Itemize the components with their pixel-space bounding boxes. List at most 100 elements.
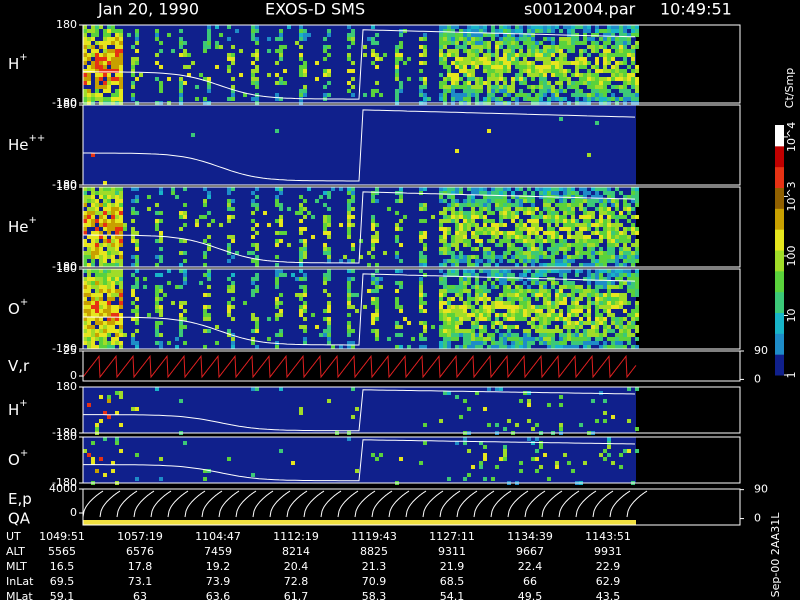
- spectrogram-cell: [551, 25, 555, 29]
- spectrogram-cell: [279, 309, 283, 313]
- spectrogram-cell: [95, 469, 99, 473]
- spectrogram-cell: [99, 223, 103, 227]
- spectrogram-cell: [539, 73, 543, 77]
- spectrogram-cell: [111, 305, 115, 309]
- spectrogram-cell: [323, 329, 327, 333]
- spectrogram-cell: [111, 259, 115, 263]
- spectrogram-cell: [523, 211, 527, 215]
- spectrogram-cell: [111, 461, 115, 465]
- spectrogram-cell: [447, 243, 451, 247]
- spectrogram-cell: [495, 207, 499, 211]
- colorbar-label: 1: [785, 372, 798, 379]
- spectrogram-cell: [475, 313, 479, 317]
- y-tick-label: 180: [56, 98, 77, 111]
- spectrogram-cell: [531, 215, 535, 219]
- spectrogram-cell: [631, 273, 635, 277]
- spectrogram-cell: [451, 215, 455, 219]
- spectrogram-cell: [419, 305, 423, 309]
- spectrogram-cell: [183, 441, 187, 445]
- row-value: 1112:19: [273, 530, 319, 543]
- spectrogram-cell: [483, 227, 487, 231]
- spectrogram-cell: [623, 329, 627, 333]
- spectrogram-cell: [491, 93, 495, 97]
- spectrogram-cell: [635, 269, 639, 273]
- spectrogram-cell: [551, 191, 555, 195]
- spectrogram-cell: [203, 309, 207, 313]
- spectrogram-cell: [87, 247, 91, 251]
- spectrogram-cell: [459, 289, 463, 293]
- spectrogram-cell: [87, 219, 91, 223]
- spectrogram-cell: [635, 81, 639, 85]
- spectrogram-cell: [591, 97, 595, 101]
- spectrogram-cell: [483, 53, 487, 57]
- spectrogram-cell: [539, 337, 543, 341]
- spectrogram-cell: [575, 251, 579, 255]
- spectrogram-cell: [619, 41, 623, 45]
- spectrogram-cell: [423, 45, 427, 49]
- spectrogram-cell: [511, 309, 515, 313]
- spectrogram-cell: [515, 199, 519, 203]
- spectrogram-cell: [83, 309, 87, 313]
- spectrogram-cell: [555, 25, 559, 29]
- spectrogram-cell: [407, 321, 411, 325]
- spectrogram-cell: [615, 85, 619, 89]
- spectrogram-cell: [635, 203, 639, 207]
- spectrogram-cell: [591, 251, 595, 255]
- spectrogram-cell: [375, 263, 379, 267]
- spectrogram-cell: [451, 289, 455, 293]
- spectrogram-cell: [255, 97, 259, 101]
- spectrogram-cell: [527, 419, 531, 423]
- spectrogram-cell: [503, 29, 507, 33]
- spectrogram-cell: [399, 89, 403, 93]
- spectrogram-cell: [447, 317, 451, 321]
- spectrogram-cell: [219, 223, 223, 227]
- spectrogram-cell: [567, 293, 571, 297]
- spectrogram-cell: [607, 273, 611, 277]
- spectrogram-cell: [491, 77, 495, 81]
- spectrogram-cell: [347, 333, 351, 337]
- spectrogram-cell: [347, 57, 351, 61]
- spectrogram-cell: [423, 309, 427, 313]
- spectrogram-cell: [471, 247, 475, 251]
- spectrogram-cell: [515, 337, 519, 341]
- spectrogram-cell: [123, 227, 127, 231]
- spectrogram-cell: [179, 211, 183, 215]
- spectrogram-cell: [571, 243, 575, 247]
- spectrogram-cell: [179, 263, 183, 267]
- spectrogram-cell: [491, 259, 495, 263]
- spectrogram-cell: [575, 81, 579, 85]
- spectrogram-cell: [351, 195, 355, 199]
- spectrogram-cell: [627, 49, 631, 53]
- spectrogram-cell: [443, 207, 447, 211]
- spectrogram-cell: [91, 45, 95, 49]
- spectrogram-cell: [107, 305, 111, 309]
- spectrogram-cell: [443, 325, 447, 329]
- spectrogram-cell: [575, 321, 579, 325]
- spectrogram-cell: [119, 395, 123, 399]
- spectrogram-cell: [559, 117, 563, 121]
- spectrogram-cell: [531, 45, 535, 49]
- spectrogram-cell: [487, 129, 491, 133]
- spectrogram-cell: [555, 461, 559, 465]
- spectrogram-cell: [519, 37, 523, 41]
- spectrogram-cell: [87, 199, 91, 203]
- spectrogram-cell: [455, 41, 459, 45]
- spectrogram-cell: [515, 57, 519, 61]
- spectrogram-cell: [463, 219, 467, 223]
- spectrogram-cell: [515, 251, 519, 255]
- spectrogram-cell: [95, 199, 99, 203]
- spectrogram-cell: [503, 333, 507, 337]
- spectrogram-cell: [99, 45, 103, 49]
- spectrogram-cell: [427, 97, 431, 101]
- spectrogram-cell: [91, 231, 95, 235]
- spectrogram-cell: [559, 41, 563, 45]
- spectrogram-cell: [227, 69, 231, 73]
- spectrogram-cell: [583, 97, 587, 101]
- spectrogram-cell: [607, 293, 611, 297]
- spectrogram-cell: [83, 449, 87, 453]
- spectrogram-cell: [563, 45, 567, 49]
- spectrogram-cell: [87, 93, 91, 97]
- spectrogram-cell: [555, 297, 559, 301]
- spectrogram-cell: [635, 317, 639, 321]
- spectrogram-cell: [111, 337, 115, 341]
